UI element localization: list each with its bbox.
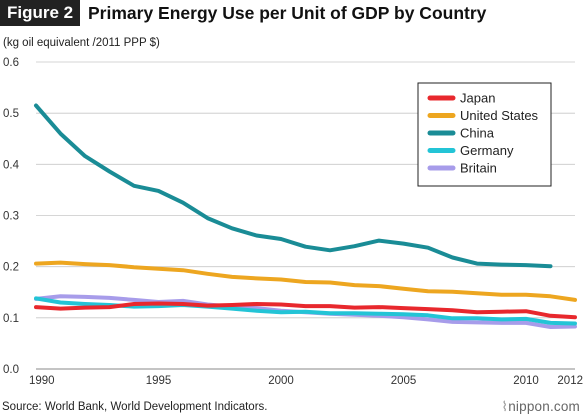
logo-mark-icon: ⌇	[501, 399, 509, 414]
series-line-china	[34, 103, 553, 269]
legend-label: China	[460, 126, 495, 141]
source-note: Source: World Bank, World Development In…	[2, 401, 268, 413]
legend-label: United States	[460, 108, 539, 123]
figure-badge: Figure 2	[0, 0, 81, 26]
series-lines	[34, 103, 577, 329]
y-tick-label: 0.0	[3, 364, 19, 376]
figure-header: Figure 2 Primary Energy Use per Unit of …	[0, 0, 584, 30]
axis-ticks: 0.0 0.1 0.2 0.3 0.4 0.5 0.6 1990 1995 2000 2005 201…	[3, 57, 583, 387]
brand-text: nippon.com	[508, 399, 580, 414]
legend-label: Germany	[460, 143, 514, 158]
y-tick-label: 0.3	[3, 211, 19, 223]
x-tick-label: 2010	[513, 375, 539, 387]
y-axis-unit-label: (kg oil equivalent /2011 PPP $)	[3, 37, 160, 49]
x-tick-label: 1990	[29, 375, 55, 387]
y-tick-label: 0.5	[3, 108, 19, 120]
y-tick-label: 0.2	[3, 262, 19, 274]
series-line-united-states	[34, 260, 577, 302]
brand-logo: ⌇nippon.com	[501, 399, 580, 415]
y-tick-label: 0.1	[3, 313, 19, 325]
legend: Japan United States China Germany Britain	[417, 82, 552, 187]
x-tick-label: 2012	[557, 375, 583, 387]
legend-label: Britain	[460, 161, 497, 176]
y-tick-label: 0.4	[3, 159, 20, 171]
series-line-japan	[34, 301, 577, 320]
x-tick-label: 1995	[146, 375, 172, 387]
x-tick-label: 2000	[268, 375, 294, 387]
y-tick-label: 0.6	[3, 57, 19, 69]
chart-title: Primary Energy Use per Unit of GDP by Co…	[88, 3, 487, 23]
x-tick-label: 2005	[391, 375, 417, 387]
legend-label: Japan	[460, 91, 495, 106]
